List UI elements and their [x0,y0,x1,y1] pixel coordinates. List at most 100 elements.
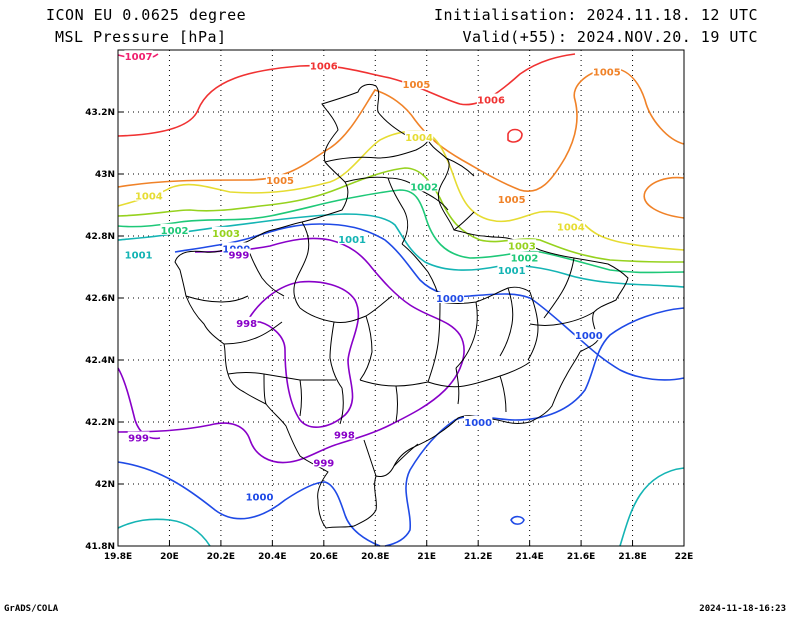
contour-label-bg [222,242,251,254]
isobar-1001-se [619,467,685,547]
isobar-1005-east [643,176,685,219]
contour-label-1000: 1000 [464,418,492,429]
isobar-1001 [117,213,685,288]
contour-label-bg [574,329,604,341]
contour-label-bg [510,251,539,263]
contour-label-bg [404,130,434,142]
contour-label-1006: 1006 [310,62,338,73]
contour-label-1002: 1002 [410,182,438,193]
contour-label-bg [337,233,367,245]
internal-border [299,295,393,389]
contour-label-bg [592,65,622,77]
y-tick-label: 42N [95,480,115,490]
model-title: ICON EU 0.0625 degree [46,6,247,24]
contour-label-999: 999 [313,458,334,469]
y-tick-label: 42.2N [85,418,115,428]
contour-label-bg [235,316,258,328]
contour-label-bg [309,59,339,71]
x-tick-label: 20.8E [361,552,389,562]
contour-label-999: 999 [128,434,149,445]
x-tick-label: 21.8E [618,552,646,562]
contour-label-bg [245,490,274,502]
internal-border [245,221,310,309]
contour-label-bg [435,292,465,303]
y-tick-label: 42.6N [85,294,115,304]
isobar-1000-b [384,307,685,547]
axis-ticks: 19.8E 20E 20.2E 20.4E 20.6E 20.8E 21E 21.2E 21.4… [85,108,693,562]
y-tick-label: 41.8N [85,542,115,552]
isobar-999-west [117,367,161,440]
footer-timestamp: 2024-11-18-16:23 [699,604,786,614]
contour-label-998: 998 [334,430,355,441]
contour-label-bg [402,78,431,90]
contour-label-bg [409,180,439,192]
contour-label-1002: 1002 [511,254,539,265]
valid-time: Valid(+55): 2024.NOV.20. 19 UTC [462,28,758,46]
internal-border [339,379,429,425]
contour-label-999: 999 [228,251,249,262]
contour-label-1005: 1005 [498,195,526,206]
isobar-1002 [117,189,685,274]
y-tick-label: 42.4N [85,356,115,366]
contour-label-bg [124,50,153,62]
contour-label-1000: 1000 [575,331,603,342]
admin-borders [174,83,629,529]
internal-border [363,439,419,477]
y-tick-label: 43.2N [85,108,115,118]
contour-label-bg [124,248,153,260]
contour-label-1005: 1005 [403,80,431,91]
x-tick-label: 20.2E [207,552,235,562]
contour-label-bg [211,226,241,238]
x-tick-label: 20.4E [258,552,286,562]
x-tick-label: 20E [160,552,179,562]
contour-label-bg [265,174,295,186]
field-title: MSL Pressure [hPa] [55,28,227,46]
internal-border [227,372,336,417]
x-tick-label: 21.2E [464,552,492,562]
contour-label-bg [127,431,150,443]
contour-label-1004: 1004 [557,223,585,234]
isobar-1000-c [117,461,381,547]
isobar-1005 [117,67,685,193]
contour-label-998: 998 [236,319,257,330]
contour-label-1005: 1005 [266,176,294,187]
isobar-1000 [174,223,685,381]
isobar-998 [247,280,360,428]
contour-label-bg [507,239,537,251]
country-outline [174,83,629,529]
contour-label-1001: 1001 [338,235,366,246]
contour-label-1005: 1005 [593,68,621,79]
contour-label-bg [333,428,356,440]
isobar-1001-sw [117,518,211,547]
contour-label-bg [476,93,506,105]
contour-label-1002: 1002 [161,226,189,237]
x-tick-label: 22E [675,552,694,562]
contour-label-1003: 1003 [212,229,240,240]
y-tick-label: 42.8N [85,232,115,242]
contour-label-bg [556,220,585,232]
internal-border [455,287,539,369]
y-tick-label: 43N [95,170,115,180]
contour-label-1004: 1004 [405,133,433,144]
contour-label-bg [312,456,335,468]
x-tick-label: 19.8E [104,552,132,562]
contour-label-1003: 1003 [508,241,536,252]
contour-labels: 1007 1006 1005 1006 1005 1004 1005 1004 1002 1005… [124,50,622,503]
contour-label-bg [497,192,526,204]
isobar-1000-loop [510,515,525,525]
internal-border [427,361,531,413]
contour-label-1001: 1001 [125,251,153,262]
x-tick-label: 21.6E [567,552,595,562]
contour-label-1007: 1007 [125,52,153,63]
contour-label-1000: 1000 [246,492,274,503]
contour-label-bg [134,189,164,201]
x-tick-label: 20.6E [310,552,338,562]
init-time: Initialisation: 2024.11.18. 12 UTC [433,6,758,24]
contour-label-1000: 1000 [436,294,464,305]
contour-label-1006: 1006 [477,96,505,107]
x-tick-label: 21.4E [515,552,543,562]
isobar-1006-loop [507,128,523,143]
contour-label-1004: 1004 [135,192,163,203]
contour-label-bg [228,248,250,260]
